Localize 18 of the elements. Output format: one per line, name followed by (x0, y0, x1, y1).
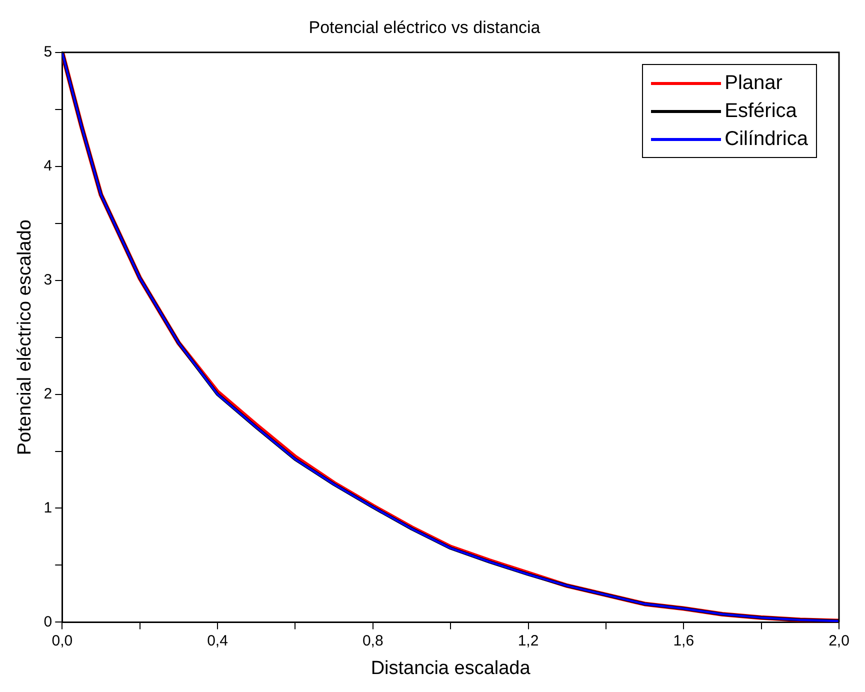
x-tick-label: 0,0 (52, 632, 73, 650)
x-tick-label: 2,0 (828, 632, 850, 650)
legend-label: Esférica (724, 99, 797, 124)
x-tick-label: 1,6 (673, 632, 694, 650)
x-tick-label: 1,2 (518, 632, 539, 650)
y-tick-label: 0 (44, 613, 52, 630)
x-tick-label: 0,4 (207, 632, 228, 650)
x-axis-title: Distancia escalada (370, 658, 531, 679)
chart-title: Potencial eléctrico vs distancia (308, 18, 541, 37)
y-tick-label: 2 (44, 385, 52, 402)
x-tick-label: 0,8 (362, 632, 384, 650)
legend-label: Cilíndrica (724, 127, 808, 152)
y-tick-label: 1 (44, 499, 52, 516)
y-tick-label: 5 (44, 44, 52, 61)
y-tick-label: 3 (44, 271, 52, 288)
y-tick-label: 4 (44, 158, 52, 174)
legend-label: Planar (724, 71, 782, 96)
y-axis-title: Potencial eléctrico escalado (14, 220, 36, 456)
